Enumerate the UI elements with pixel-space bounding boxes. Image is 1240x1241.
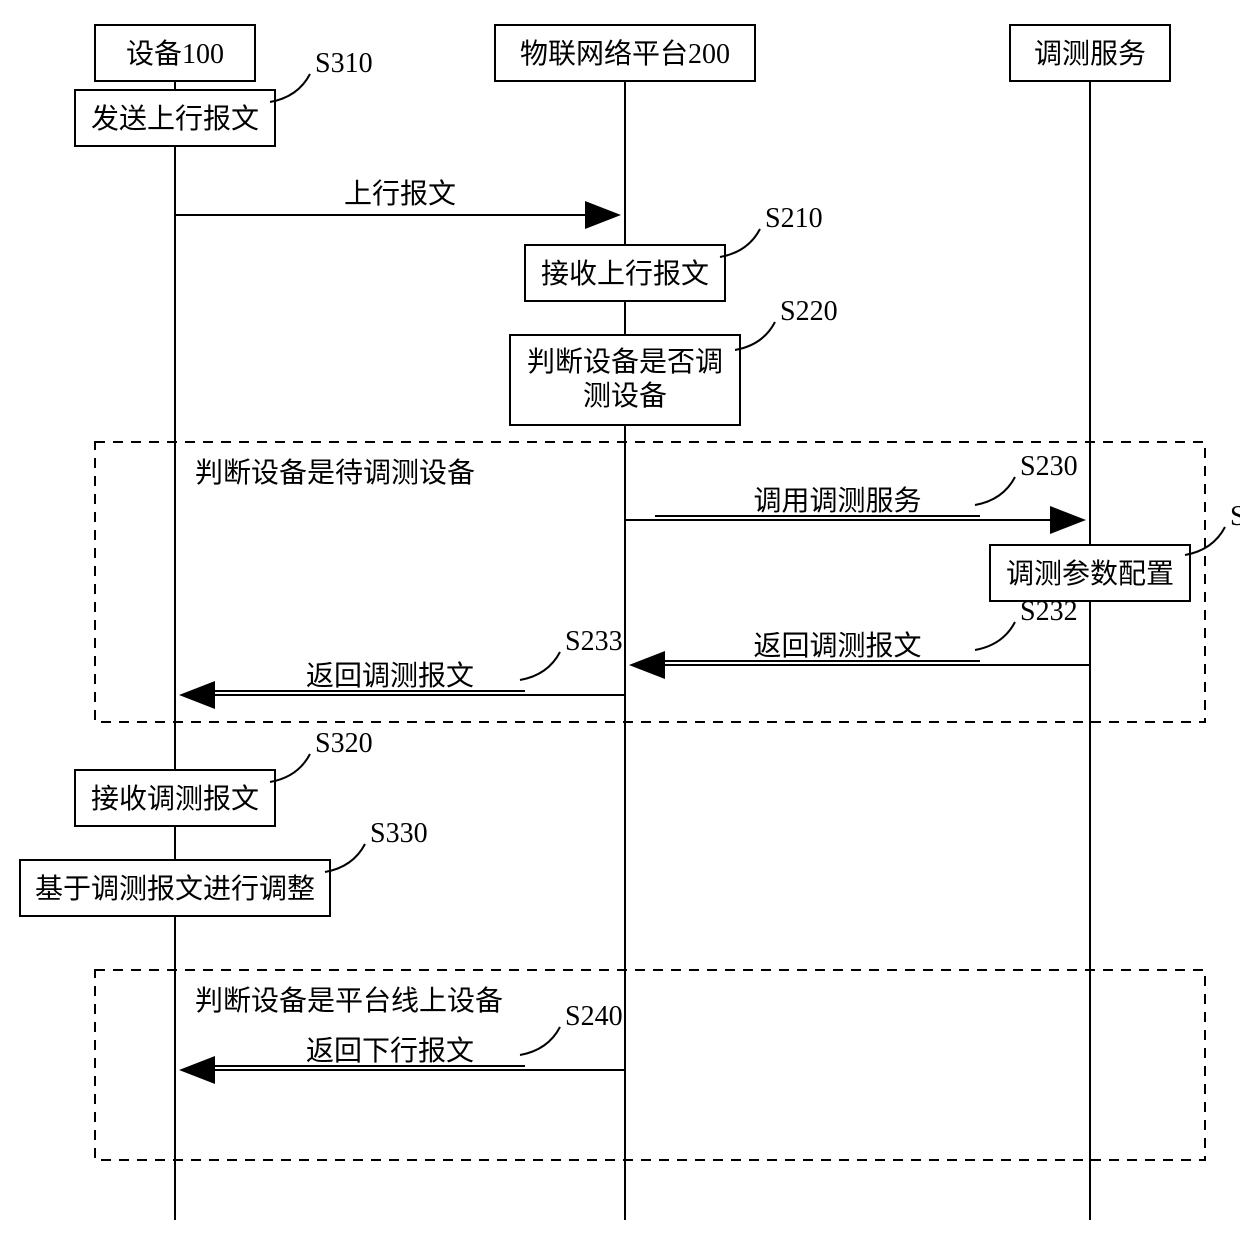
- svg-text:判断设备是待调测设备: 判断设备是待调测设备: [195, 457, 475, 489]
- svg-text:调用调测服务: 调用调测服务: [753, 485, 921, 517]
- svg-text:S220: S220: [780, 296, 838, 327]
- svg-text:S230: S230: [1020, 451, 1078, 482]
- svg-text:发送上行报文: 发送上行报文: [91, 103, 259, 135]
- svg-text:调测参数配置: 调测参数配置: [1006, 558, 1174, 590]
- sequence-diagram: 设备100 物联网络平台200 调测服务发送上行报文 S310 上行报文接收上行报文 S2…: [0, 0, 1240, 1241]
- svg-text:S232: S232: [1020, 596, 1078, 627]
- svg-text:设备100: 设备100: [126, 38, 224, 70]
- svg-text:判断设备是否调: 判断设备是否调: [527, 346, 723, 378]
- svg-text:S320: S320: [315, 728, 373, 759]
- svg-text:返回调测报文: 返回调测报文: [306, 660, 474, 692]
- svg-text:返回调测报文: 返回调测报文: [753, 630, 921, 662]
- svg-text:返回下行报文: 返回下行报文: [306, 1035, 474, 1067]
- svg-text:判断设备是平台线上设备: 判断设备是平台线上设备: [195, 985, 503, 1017]
- svg-text:S240: S240: [565, 1001, 623, 1032]
- svg-text:基于调测报文进行调整: 基于调测报文进行调整: [35, 873, 315, 905]
- svg-text:S233: S233: [565, 626, 623, 657]
- svg-text:上行报文: 上行报文: [344, 178, 456, 210]
- svg-text:接收上行报文: 接收上行报文: [541, 258, 709, 290]
- svg-text:S231: S231: [1230, 501, 1240, 532]
- svg-text:S210: S210: [765, 203, 823, 234]
- svg-text:S310: S310: [315, 48, 373, 79]
- svg-text:S330: S330: [370, 818, 428, 849]
- svg-text:接收调测报文: 接收调测报文: [91, 783, 259, 815]
- svg-text:测设备: 测设备: [583, 380, 667, 412]
- svg-text:物联网络平台200: 物联网络平台200: [520, 38, 730, 70]
- svg-text:调测服务: 调测服务: [1034, 38, 1146, 70]
